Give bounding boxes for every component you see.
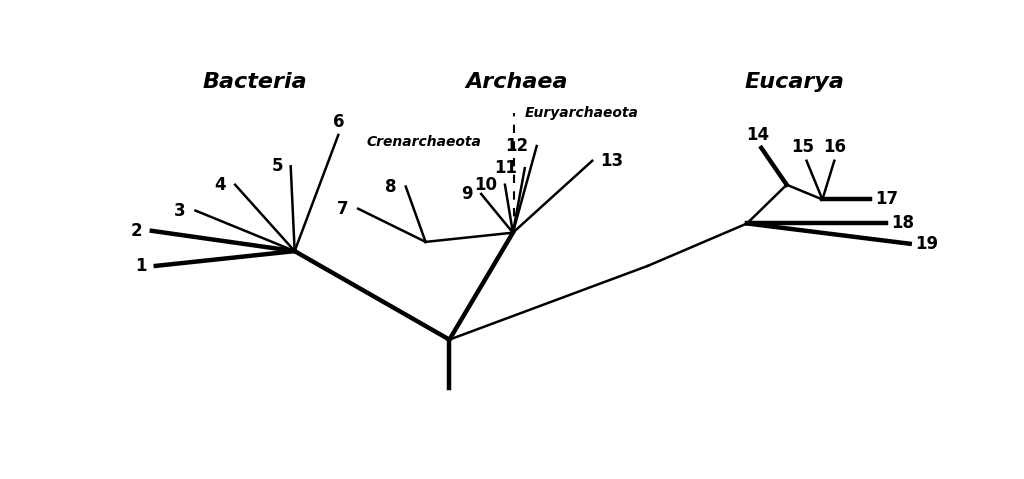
Text: 6: 6 [333,113,344,130]
Text: 1: 1 [135,257,146,275]
Text: 7: 7 [337,200,348,217]
Text: 16: 16 [823,138,846,156]
Text: 4: 4 [214,176,225,194]
Text: 17: 17 [876,191,899,208]
Text: 18: 18 [892,215,914,232]
Text: 2: 2 [131,222,142,240]
Text: 15: 15 [792,138,814,156]
Text: Euryarchaeota: Euryarchaeota [525,106,639,120]
Text: 5: 5 [271,157,283,175]
Text: Crenarchaeota: Crenarchaeota [367,135,481,149]
Text: Bacteria: Bacteria [203,72,307,92]
Text: 12: 12 [506,137,528,155]
Text: 3: 3 [174,202,186,219]
Text: 13: 13 [600,152,624,170]
Text: 11: 11 [494,159,517,177]
Text: 10: 10 [474,176,497,194]
Text: 8: 8 [385,178,396,195]
Text: Eucarya: Eucarya [744,72,845,92]
Text: 19: 19 [915,235,938,253]
Text: 14: 14 [745,126,769,144]
Text: 9: 9 [462,185,473,203]
Text: Archaea: Archaea [466,72,568,92]
